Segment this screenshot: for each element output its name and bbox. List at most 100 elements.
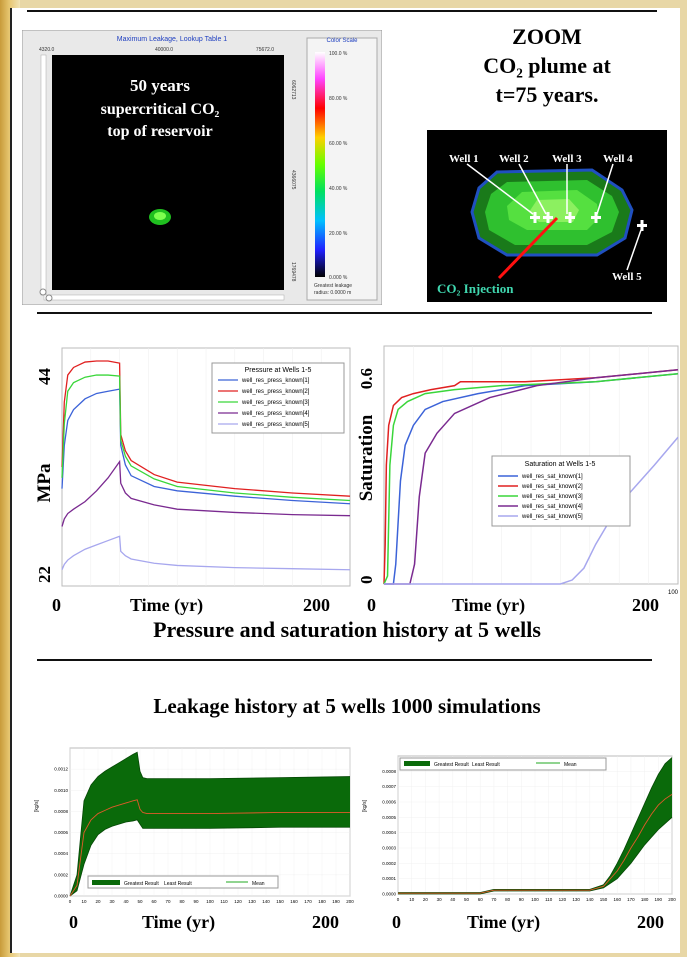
leak1-x-tick: 30 [109,899,115,904]
leak1-x-tick: 40 [123,899,129,904]
leak2-x-tick: 70 [491,897,497,902]
leak2-x-tick: 60 [478,897,484,902]
pressure-series-4 [61,459,351,527]
leak1-x-tick: 100 [206,899,214,904]
leak1-x-tick: 50 [137,899,143,904]
zoom-title-line-2: CO₂ plume at [483,53,611,78]
leak1-y-tick: 0.0000 [54,894,68,899]
leak1-least-line [69,819,350,897]
saturation-legend-entry-5: well_res_sat_known[5] [521,514,583,520]
saturation-y-max: 0.6 [357,368,376,389]
map-y-tick-2: 4366075 [290,170,296,190]
leak1-legend [87,875,279,889]
saturation-series-4 [384,369,679,585]
leak2-legend-greatest: Greatest Result [434,762,469,768]
leak1-x-tick: 160 [290,899,298,904]
leak2-y-tick: 0.0006 [382,800,396,805]
leak1-y-tick: 0.0002 [54,872,68,877]
color-scale-title: Color Scale [326,38,358,44]
leak1-x-tick: 0 [69,899,72,904]
zoom-title-line-3: t=75 years. [495,82,599,107]
cs-tick-1: 100.0 % [329,51,348,57]
saturation-y-label: Saturation [356,414,377,501]
leak2-y-tick: 0.0007 [382,784,396,789]
pressure-series-3 [61,374,351,502]
saturation-x-max: 200 [632,595,659,615]
well-3-label: Well 3 [552,153,582,165]
leak2-x-tick: 20 [423,897,429,902]
leak2-y-tick: 0.0004 [382,830,396,835]
pressure-chart: 44 22 MPa Pressure at Wells 1-5 well_res… [34,347,351,587]
leak1-y-tick: 0.0012 [54,767,68,772]
history-caption: Pressure and saturation history at 5 wel… [153,617,541,642]
color-scale-bar [315,52,325,277]
leak1-y-tick: 0.0008 [54,809,68,814]
leak1-x-tick: 180 [318,899,326,904]
leak1-y-tick: 0.0006 [54,830,68,835]
leak2-x-tick: 10 [409,897,415,902]
saturation-legend [491,455,631,527]
saturation-legend-title: Saturation at Wells 1-5 [525,461,596,468]
leak1-legend-mean: Mean [252,881,265,887]
map-hslider-handle[interactable] [45,294,53,302]
leak1-band [70,752,350,896]
leak2-x-tick: 200 [668,897,676,902]
pressure-y-label: MPa [34,463,55,503]
leak1-x-tick: 140 [262,899,270,904]
leak1-x-tick: 60 [151,899,157,904]
map-canvas [52,55,284,290]
divider-2 [37,659,652,661]
saturation-series-3 [383,373,679,585]
leak1-x-tick: 200 [346,899,354,904]
leakage-caption: Leakage history at 5 wells 1000 simulati… [153,694,541,718]
leak2-legend-mean: Mean [564,762,577,768]
pressure-legend-entry-1: well_res_press_known[1] [241,378,310,384]
cs-footer-1: Greatest leakage [314,283,352,289]
map-horizontal-slider[interactable] [43,294,285,301]
leak1-x-tick: 170 [304,899,312,904]
leak2-greatest-line [398,757,673,893]
map-slider-handle[interactable] [39,288,47,296]
cs-tick-5: 20.00 % [329,231,348,237]
saturation-legend-entry-4: well_res_sat_known[4] [521,504,583,510]
map-x-tick-2: 40000.0 [155,47,173,53]
map-vertical-slider[interactable] [40,54,47,296]
map-y-tick-1: 6062713 [290,80,296,100]
leakage-map-panel: Maximum Leakage, Lookup Table 1 4320.0 4… [22,30,382,305]
leak2-x-label: Time (yr) [467,912,541,932]
leak1-legend-greatest: Greatest Result [124,881,159,887]
leak1-greatest-line [69,751,351,897]
leak2-x-tick: 30 [437,897,443,902]
leak2-x-tick: 120 [559,897,567,902]
leak2-x-tick: 110 [545,897,553,902]
leak2-legend-swatch-band [404,761,430,766]
map-x-tick-3: 75672.0 [256,47,274,53]
well-5-label: Well 5 [612,271,642,283]
zoom-title: ZOOM CO₂ plume at t=75 years. [427,22,667,109]
leak1-x-tick: 20 [95,899,101,904]
leak1-legend-swatch-band [92,880,120,885]
map-overlay-line-2: supercritical CO₂ [101,101,220,118]
saturation-chart: 0.6 0 Saturation 100 Saturation at Wells… [356,345,679,596]
leak2-y-tick: 0.0008 [382,769,396,774]
leak2-x-tick: 90 [519,897,525,902]
leak2-x-tick: 140 [586,897,594,902]
zoom-plume-image: Well 1 Well 2 Well 3 Well 4 Well 5 CO₂ I… [427,130,667,302]
leak1-y-tick: 0.0010 [54,788,68,793]
leak2-x-tick: 50 [464,897,470,902]
leak1-x-min: 0 [69,912,78,932]
leak2-mean-line [398,793,673,894]
saturation-y-min: 0 [357,576,376,585]
leak2-x-tick: 130 [572,897,580,902]
saturation-legend-entry-2: well_res_sat_known[2] [521,484,583,490]
well-4-label: Well 4 [603,153,633,165]
plume-blob [149,209,171,225]
poster-panel: Maximum Leakage, Lookup Table 1 4320.0 4… [10,8,680,953]
saturation-series-5 [384,436,679,585]
cs-tick-2: 80.00 % [329,96,348,102]
leak2-y-label: [kg/s] [362,799,368,812]
leak2-legend-least: Least Result [472,762,500,768]
cs-tick-6: 0.000 % [329,275,348,281]
leakage-chart-1: 0 10 20 30 40 50 60 70 80 90 100 110 120 130 140 150 160… [34,747,354,904]
leak2-x-tick: 190 [655,897,663,902]
